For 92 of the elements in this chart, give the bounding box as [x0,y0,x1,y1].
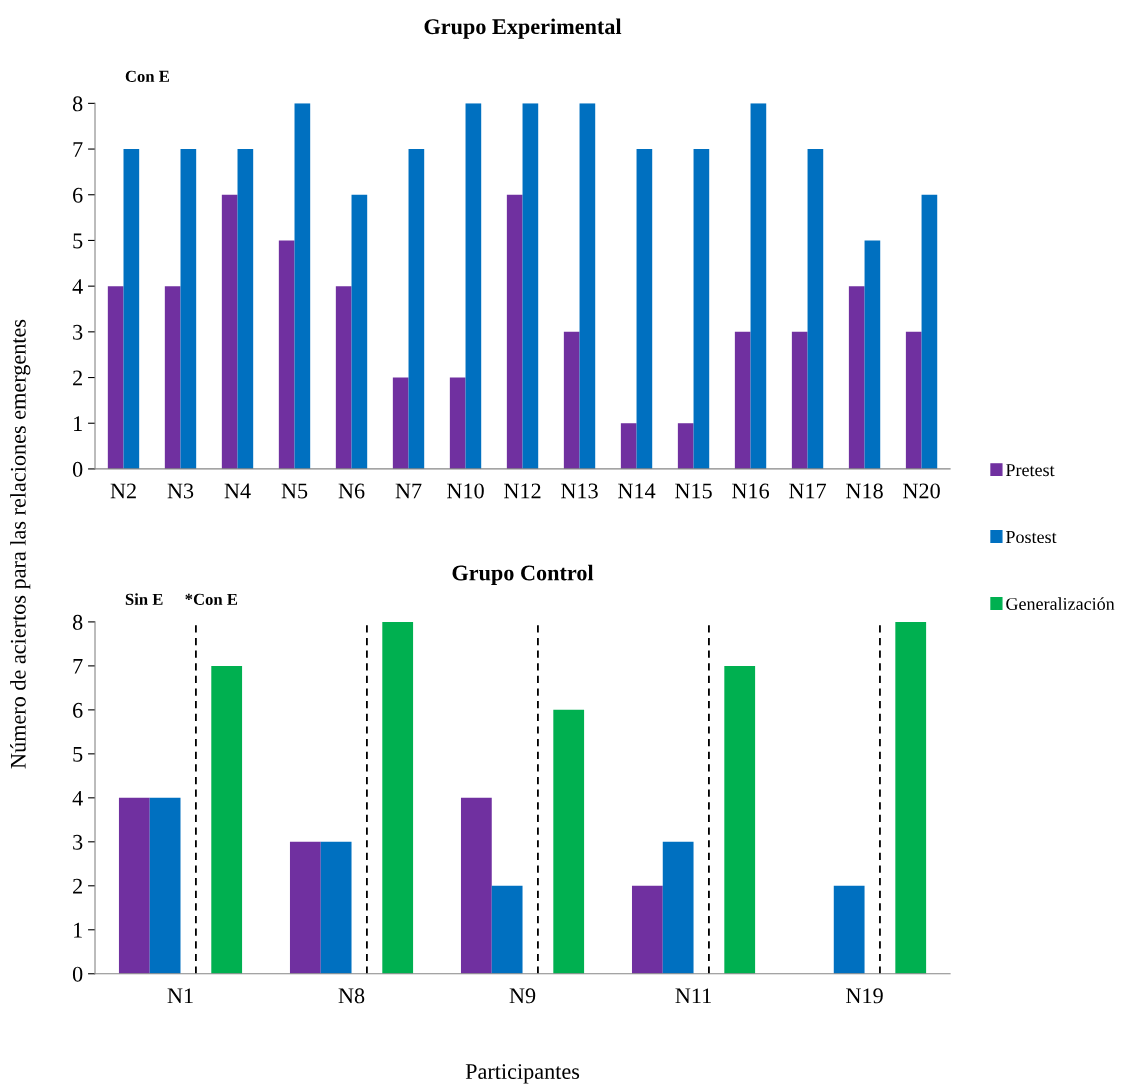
chart-title: Grupo Control [452,564,594,585]
y-tick-label: 5 [73,747,83,762]
bar [662,841,694,974]
bar [693,149,710,469]
y-tick-label: 0 [72,461,83,477]
bar [382,621,414,974]
bar [118,797,150,974]
bar [408,149,425,469]
y-tick-label: 7 [73,142,83,157]
text: *Con E [185,593,238,605]
bar [449,377,466,469]
y-tick-label: 6 [73,702,83,718]
bar [491,885,523,974]
y-tick-label: 4 [72,790,83,806]
bar [460,797,492,974]
bar [864,240,881,469]
bar [905,331,922,469]
y-tick-label: 2 [73,878,82,894]
x-tick-label: N1 [167,988,193,1004]
bar [294,103,311,469]
bar [848,286,865,469]
y-tick-label: 5 [73,233,83,249]
bar [107,286,124,469]
bar [320,841,352,974]
bar [351,194,368,469]
bar [553,709,585,974]
chart-title: Grupo Experimental [424,18,622,39]
bar [724,665,756,974]
y-tick-label: 3 [73,324,83,340]
y-tick-label: 8 [72,96,83,112]
x-tick-label: N16 [732,483,770,499]
x-tick-label: N13 [561,483,598,499]
x-tick-label: N7 [395,483,422,499]
y-tick-label: 0 [72,966,83,982]
bar [620,423,637,469]
x-tick-label: N19 [846,988,883,1004]
x-tick-label: N4 [224,483,251,499]
bar [289,841,321,974]
bar [833,885,865,974]
bar [123,149,140,469]
legend-label: Postest [1005,531,1057,544]
y-axis-title: Número de aciertos para las relaciones emergentes [10,319,31,769]
x-tick-label: N15 [675,483,712,499]
bar [636,149,653,469]
legend-label: Pretest [1005,464,1055,477]
text: Sin E [125,593,163,605]
y-tick-label: 1 [74,922,82,938]
y-tick-label: 3 [73,834,83,850]
bar [237,149,254,469]
x-axis-title: Participantes [465,1064,580,1084]
y-tick-label: 8 [72,614,83,630]
y-tick-label: 7 [73,659,83,674]
bar [734,331,751,469]
bar [522,103,539,469]
bar [750,103,767,469]
text: Con E [125,70,169,82]
bar [506,194,523,469]
bar [278,240,295,469]
bar [807,149,824,469]
x-tick-label: N18 [846,483,883,499]
bar [791,331,808,469]
y-tick-label: 1 [74,416,82,431]
x-tick-label: N3 [167,483,194,499]
bar [164,286,181,469]
x-tick-label: N11 [675,988,711,1004]
x-tick-label: N20 [903,483,940,499]
bar [563,331,580,469]
bar [149,797,181,974]
x-tick-label: N6 [338,483,365,499]
bar [211,665,243,974]
x-tick-label: N10 [447,483,484,499]
bar [335,286,352,469]
bar [221,194,238,469]
bar [392,377,409,469]
x-tick-label: N9 [509,988,536,1004]
x-tick-label: N14 [618,483,656,499]
bar [631,885,663,974]
x-tick-label: N17 [789,483,827,499]
x-tick-label: N12 [504,483,541,499]
y-tick-label: 2 [73,370,82,386]
bar [465,103,482,469]
bar [180,149,197,469]
y-tick-label: 6 [73,187,83,203]
y-tick-label: 4 [72,279,83,294]
x-tick-label: N5 [281,483,308,499]
x-tick-label: N2 [110,483,136,499]
bar [895,621,927,974]
legend-label: Generalización [1006,597,1115,611]
x-tick-label: N8 [338,988,365,1004]
bar [677,423,694,469]
bar [579,103,596,469]
bar [921,194,938,469]
